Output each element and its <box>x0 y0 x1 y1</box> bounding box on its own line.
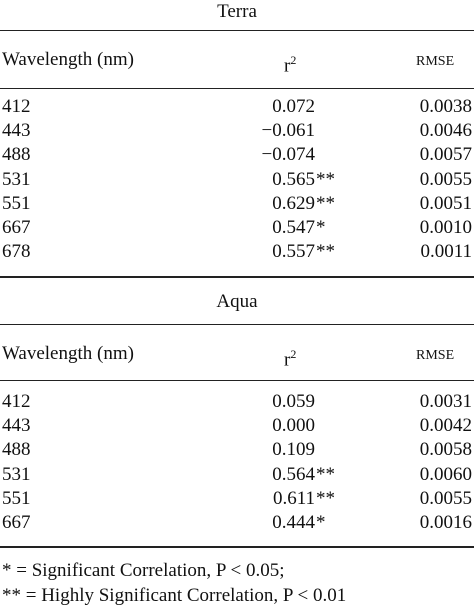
r2-cell: 0.565 <box>272 168 315 190</box>
r2-cell: 0.072 <box>272 96 315 117</box>
footnote: ** = Highly Significant Correlation, P <… <box>2 585 347 606</box>
r2-cell: 0.564 <box>272 463 315 485</box>
rmse-cell: 0.0060 <box>419 463 472 485</box>
r2-cell: 0.611 <box>272 487 315 509</box>
rmse-cell: 0.0058 <box>419 439 472 461</box>
rmse-cell: 0.0057 <box>419 144 472 166</box>
wavelength-cell: 531 <box>2 463 31 485</box>
rmse-cell: 0.0051 <box>419 192 472 214</box>
wavelength-cell: 488 <box>2 144 31 166</box>
significance-mark: * <box>316 512 326 533</box>
r2-cell: 0.444 <box>272 512 315 533</box>
rule <box>0 276 474 278</box>
r2-cell: −0.074 <box>261 144 315 166</box>
r2-cell: 0.629 <box>272 192 315 214</box>
significance-mark: ** <box>316 241 335 263</box>
rmse-cell: 0.0042 <box>419 415 472 437</box>
rule <box>0 30 474 31</box>
rmse-cell: 0.0031 <box>419 391 472 412</box>
rule <box>0 324 474 325</box>
wavelength-cell: 678 <box>2 241 31 263</box>
wavelength-cell: 412 <box>2 391 31 412</box>
r2-cell: 0.000 <box>272 415 315 437</box>
column-header: r2 <box>284 347 297 371</box>
superscript: 2 <box>290 347 297 361</box>
superscript: 2 <box>290 53 297 67</box>
rmse-cell: 0.0038 <box>419 96 472 117</box>
rmse-cell: 0.0016 <box>419 512 472 533</box>
significance-mark: ** <box>316 192 335 214</box>
wavelength-cell: 488 <box>2 439 31 461</box>
column-header: RMSE <box>416 54 455 69</box>
wavelength-cell: 667 <box>2 217 31 238</box>
wavelength-cell: 443 <box>2 120 31 142</box>
wavelength-cell: 443 <box>2 415 31 437</box>
wavelength-cell: 551 <box>2 487 31 509</box>
section-title: Terra <box>217 1 257 22</box>
wavelength-cell: 551 <box>2 192 31 214</box>
rmse-cell: 0.0055 <box>419 487 472 509</box>
rmse-cell: 0.0046 <box>419 120 472 142</box>
r2-cell: 0.059 <box>272 391 315 412</box>
r2-cell: 0.557 <box>272 241 315 263</box>
column-header: Wavelength (nm) <box>2 343 134 364</box>
wavelength-cell: 667 <box>2 512 31 533</box>
rule <box>0 380 474 381</box>
significance-mark: ** <box>316 463 335 485</box>
r2-cell: −0.061 <box>261 120 315 142</box>
rmse-cell: 0.0011 <box>420 241 472 263</box>
footnote: * = Significant Correlation, P < 0.05; <box>2 560 285 581</box>
r2-cell: 0.547 <box>272 217 315 238</box>
rule <box>0 546 474 548</box>
rule <box>0 88 474 89</box>
column-header: RMSE <box>416 348 455 363</box>
wavelength-cell: 412 <box>2 96 31 117</box>
column-header: Wavelength (nm) <box>2 49 134 70</box>
rmse-cell: 0.0010 <box>419 217 472 238</box>
wavelength-cell: 531 <box>2 168 31 190</box>
significance-mark: ** <box>316 487 335 509</box>
rmse-cell: 0.0055 <box>419 168 472 190</box>
column-header: r2 <box>284 53 297 77</box>
significance-mark: * <box>316 217 326 238</box>
r2-cell: 0.109 <box>272 439 315 461</box>
section-title: Aqua <box>216 291 258 312</box>
significance-mark: ** <box>316 168 335 190</box>
